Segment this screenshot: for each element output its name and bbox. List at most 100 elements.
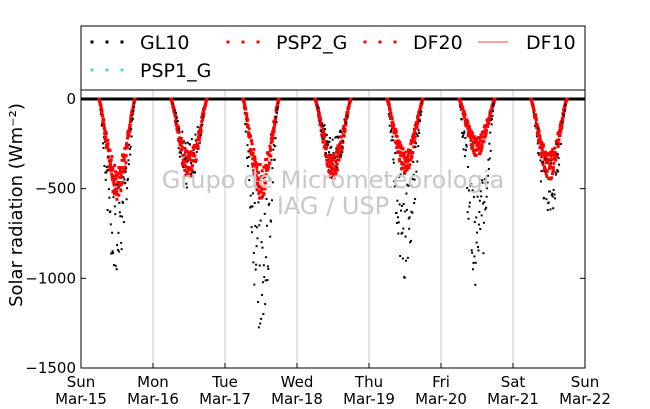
gl10-point	[185, 186, 188, 189]
diffuse-point	[391, 120, 395, 124]
diffuse-point	[531, 105, 535, 109]
gl10-point	[125, 198, 128, 201]
diffuse-point	[484, 128, 488, 132]
diffuse-point	[536, 125, 540, 129]
gl10-point	[401, 231, 404, 234]
gl10-point	[196, 126, 199, 129]
diffuse-point	[413, 135, 417, 139]
diffuse-point	[188, 157, 192, 161]
diffuse-point	[490, 108, 494, 112]
diffuse-point	[193, 154, 197, 158]
gl10-point	[541, 147, 544, 150]
diffuse-point	[263, 181, 267, 185]
gl10-point	[246, 144, 249, 147]
diffuse-point	[545, 169, 549, 173]
diffuse-point	[271, 133, 275, 137]
diffuse-point	[178, 138, 182, 142]
gl10-point	[102, 136, 105, 139]
gl10-point	[468, 201, 471, 204]
diffuse-point	[183, 146, 187, 150]
diffuse-point	[463, 113, 467, 117]
gl10-point	[536, 142, 539, 145]
legend-marker-dot	[241, 40, 245, 44]
gl10-point	[391, 139, 394, 142]
gl10-point	[551, 192, 554, 195]
gl10-point	[273, 158, 276, 161]
gl10-point	[549, 190, 552, 193]
gl10-point	[465, 143, 468, 146]
gl10-point	[559, 142, 562, 145]
diffuse-point	[112, 181, 116, 185]
gl10-point	[258, 224, 261, 227]
gl10-point	[171, 103, 174, 106]
gl10-point	[488, 157, 491, 160]
gl10-point	[270, 220, 273, 223]
gl10-point	[328, 137, 331, 140]
gl10-point	[120, 241, 123, 244]
gl10-point	[464, 137, 467, 140]
diffuse-point	[184, 149, 188, 153]
diffuse-point	[330, 168, 334, 172]
diffuse-point	[404, 169, 408, 173]
diffuse-point	[543, 167, 547, 171]
diffuse-point	[404, 159, 408, 163]
diffuse-point	[390, 117, 394, 121]
gl10-point	[105, 166, 108, 169]
diffuse-point	[478, 145, 482, 149]
x-tick-label-weekday: Fri	[432, 373, 450, 391]
diffuse-point	[129, 114, 133, 118]
diffuse-point	[249, 150, 253, 154]
gl10-point	[194, 133, 197, 136]
gl10-point	[201, 123, 204, 126]
diffuse-point	[475, 137, 479, 141]
gl10-point	[107, 188, 110, 191]
diffuse-point	[275, 104, 279, 108]
diffuse-point	[174, 120, 178, 124]
diffuse-point	[201, 118, 205, 122]
gl10-point	[110, 252, 113, 255]
diffuse-point	[404, 150, 408, 154]
gl10-point	[123, 178, 126, 181]
gl10-point	[189, 143, 192, 146]
diffuse-point	[251, 151, 255, 155]
gl10-point	[416, 134, 419, 137]
diffuse-point	[188, 154, 192, 158]
gl10-point	[329, 146, 332, 149]
diffuse-point	[559, 130, 563, 134]
diffuse-point	[176, 125, 180, 129]
gl10-point	[551, 195, 554, 198]
gl10-point	[128, 147, 131, 150]
gl10-point	[319, 119, 322, 122]
gl10-point	[475, 216, 478, 219]
gl10-point	[102, 147, 105, 150]
gl10-point	[130, 127, 133, 130]
gl10-point	[563, 109, 566, 112]
gl10-point	[114, 264, 117, 267]
gl10-point	[406, 183, 409, 186]
diffuse-point	[479, 148, 483, 152]
diffuse-point	[537, 138, 541, 142]
diffuse-point	[544, 172, 548, 176]
legend-box	[80, 25, 586, 91]
gl10-point	[532, 111, 535, 114]
gl10-point	[316, 104, 319, 107]
diffuse-point	[337, 146, 341, 150]
gl10-point	[115, 183, 118, 186]
x-tick-label-date: Mar-17	[199, 390, 251, 408]
diffuse-point	[534, 113, 538, 117]
gl10-point	[469, 184, 472, 187]
diffuse-point	[462, 110, 466, 114]
gl10-point	[317, 107, 320, 110]
gl10-point	[467, 189, 470, 192]
diffuse-point	[260, 184, 264, 188]
diffuse-point	[406, 153, 410, 157]
diffuse-point	[469, 138, 473, 142]
legend-marker-dot	[90, 40, 94, 44]
diffuse-point	[327, 155, 331, 159]
diffuse-point	[347, 103, 351, 107]
gl10-point	[410, 239, 412, 242]
gl10-point	[129, 145, 132, 148]
watermark: Grupo de Micrometeorologia IAG / USP	[162, 166, 504, 220]
diffuse-point	[196, 142, 200, 146]
gl10-point	[490, 118, 493, 121]
